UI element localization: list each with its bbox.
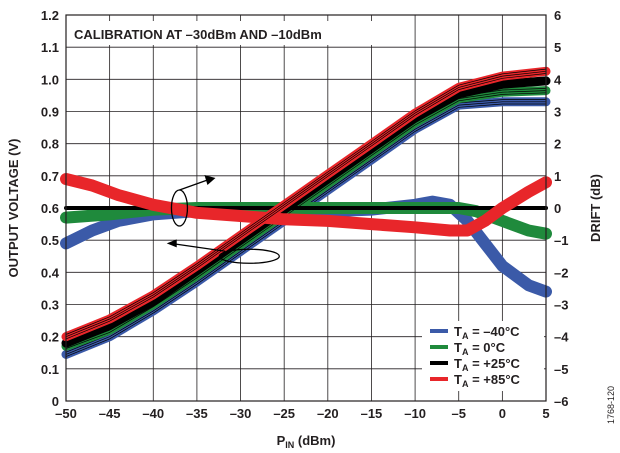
legend-label-sub: A (462, 363, 469, 373)
x-tick-label: –25 (273, 406, 295, 421)
y2-tick-label: –1 (554, 233, 568, 248)
legend-label-sub: A (462, 331, 469, 341)
y2-tick-label: –2 (554, 265, 568, 280)
y2-tick-label: –5 (554, 362, 568, 377)
y2-tick-label: 2 (554, 137, 561, 152)
annotation-layer (166, 175, 280, 264)
x-tick-label: –30 (230, 406, 252, 421)
y-tick-label: 1.0 (41, 72, 59, 87)
drift-line-plus85 (60, 173, 552, 237)
y-tick-labels: 0 0.1 0.2 0.3 0.4 0.5 0.6 0.7 0.8 0.9 1.0 1.1 1.2 (41, 8, 60, 409)
x-tick-label: 0 (499, 406, 506, 421)
legend-label-main: T (454, 372, 462, 387)
legend-label-rest: = +25°C (468, 356, 520, 371)
y2-tick-label: 6 (554, 8, 561, 23)
legend-label: TA = +25°C (454, 356, 521, 373)
output-trace-plus85 (65, 68, 547, 335)
y2-tick-labels: –6 –5 –4 –3 –2 –1 0 1 2 3 4 5 6 (554, 8, 569, 409)
figure-id: 1768-120 (606, 386, 616, 424)
x-tick-label: –40 (142, 406, 164, 421)
legend-label-rest: = 0°C (468, 340, 505, 355)
legend-label-sub: A (462, 347, 469, 357)
x-tick-label: –45 (99, 406, 121, 421)
x-axis-title-unit: (dBm) (294, 433, 335, 448)
legend-label-rest: = –40°C (468, 324, 520, 339)
x-tick-label: –15 (361, 406, 383, 421)
x-tick-label: –5 (451, 406, 465, 421)
output-trace-plus85 (65, 73, 547, 340)
y-tick-label: 0.6 (41, 201, 59, 216)
y-tick-label: 1.2 (41, 8, 59, 23)
legend: TA = –40°CTA = 0°CTA = +25°CTA = +85°C (422, 321, 544, 391)
output-trace-plus85 (65, 70, 547, 338)
y2-tick-label: –4 (554, 330, 569, 345)
legend-label-rest: = +85°C (468, 372, 520, 387)
chart-title-box (68, 21, 392, 45)
y-tick-label: 0.8 (41, 137, 59, 152)
annotation-arrowhead (166, 239, 177, 248)
y2-axis-title: DRIFT (dB) (588, 174, 603, 242)
y2-tick-label: 4 (554, 72, 562, 87)
y2-tick-label: 0 (554, 201, 561, 216)
chart-title: CALIBRATION AT –30dBm AND –10dBm (74, 27, 322, 42)
annotation-arrow-line (170, 242, 226, 252)
series-layer (60, 66, 552, 359)
y-tick-label: 0.4 (41, 265, 60, 280)
legend-label-main: T (454, 324, 462, 339)
output-trace-plus25 (65, 82, 547, 346)
legend-label-main: T (454, 356, 462, 371)
legend-label-main: T (454, 340, 462, 355)
y-axis-title: OUTPUT VOLTAGE (V) (6, 139, 21, 278)
y2-tick-label: 5 (554, 40, 561, 55)
y2-tick-label: –6 (554, 394, 568, 409)
x-tick-label: 5 (542, 406, 549, 421)
x-axis-title-sub: IN (285, 440, 294, 450)
y2-tick-label: 1 (554, 169, 561, 184)
plot-frame (65, 14, 547, 402)
annotation-arrowhead (204, 175, 216, 185)
x-tick-labels: –50 –45 –40 –35 –30 –25 –20 –15 –10 –5 0 5 (55, 406, 549, 421)
y-tick-label: 0.1 (41, 362, 59, 377)
y-tick-label: 0.2 (41, 330, 59, 345)
x-tick-label: –50 (55, 406, 77, 421)
legend-label: TA = +85°C (454, 372, 521, 389)
annotation-ellipse (218, 248, 280, 264)
x-axis-title-main: P (277, 433, 286, 448)
x-axis-title: PIN (dBm) (277, 433, 336, 450)
y-tick-label: 0.3 (41, 298, 59, 313)
y2-tick-label: –3 (554, 298, 568, 313)
x-tick-label: –35 (186, 406, 208, 421)
y-tick-label: 0 (52, 394, 59, 409)
legend-label-sub: A (462, 379, 469, 389)
legend-label: TA = 0°C (454, 340, 506, 357)
y-tick-label: 0.7 (41, 169, 59, 184)
legend-label: TA = –40°C (454, 324, 520, 341)
y2-tick-label: 3 (554, 105, 561, 120)
y-tick-label: 0.9 (41, 105, 59, 120)
annotation-arrow-line (179, 179, 208, 191)
y-tick-label: 1.1 (41, 40, 59, 55)
y-tick-label: 0.5 (41, 233, 59, 248)
output-trace-0 (65, 92, 547, 349)
x-tick-label: –20 (317, 406, 339, 421)
x-tick-label: –10 (404, 406, 426, 421)
